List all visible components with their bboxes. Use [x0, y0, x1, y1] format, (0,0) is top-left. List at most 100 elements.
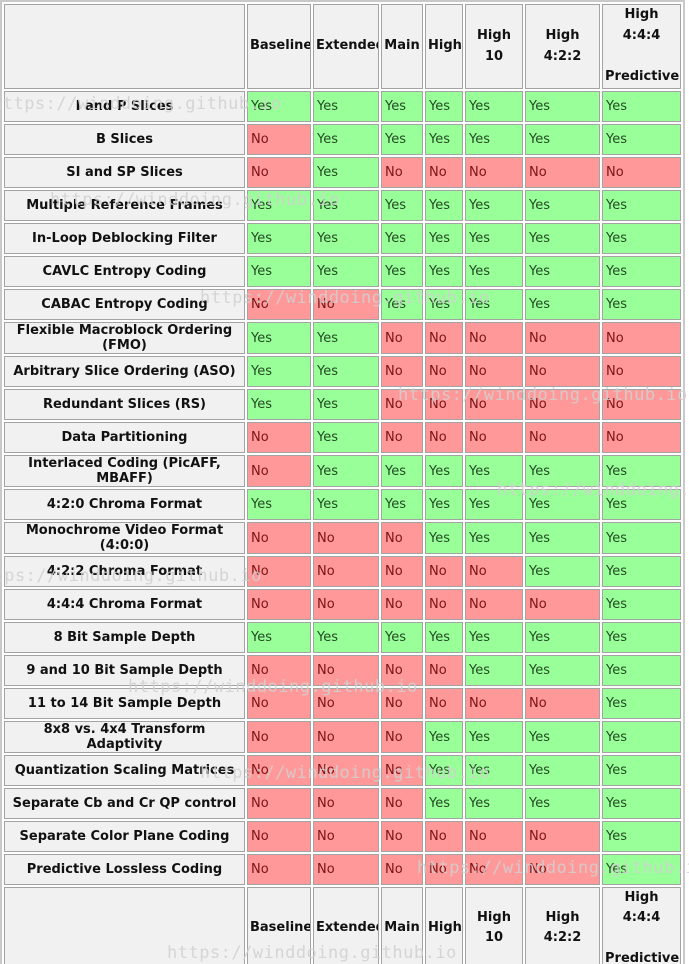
value-cell: No	[425, 589, 463, 621]
value-cell: No	[465, 322, 523, 355]
value-cell: No	[247, 589, 311, 621]
table-row: Interlaced Coding (PicAFF, MBAFF) No Yes Ye…	[4, 455, 681, 488]
value-cell: No	[602, 322, 681, 355]
feature-label-4-2-0-chroma-format: 4:2:0 Chroma Format	[4, 489, 245, 521]
value-cell: Yes	[247, 223, 311, 255]
value-cell: No	[602, 157, 681, 189]
value-cell: Yes	[525, 755, 600, 787]
value-cell: Yes	[425, 788, 463, 820]
value-cell: No	[313, 688, 379, 720]
table-row: Data Partitioning No Yes No No No No No	[4, 422, 681, 454]
footer-row: Baseline Extended Main High High 10 High 4:2:…	[4, 887, 681, 964]
value-cell: No	[465, 589, 523, 621]
value-cell: No	[381, 322, 423, 355]
value-cell: No	[313, 854, 379, 886]
value-cell: No	[465, 688, 523, 720]
value-cell: Yes	[602, 489, 681, 521]
value-cell: Yes	[525, 522, 600, 555]
table-row: Monochrome Video Format (4:0:0) No No No Yes…	[4, 522, 681, 555]
column-footer-extended: Extended	[313, 887, 379, 964]
column-header-baseline: Baseline	[247, 4, 311, 90]
value-cell: Yes	[525, 622, 600, 654]
value-cell: Yes	[425, 489, 463, 521]
value-cell: Yes	[313, 389, 379, 421]
value-cell: Yes	[602, 688, 681, 720]
value-cell: No	[247, 556, 311, 588]
value-cell: No	[313, 788, 379, 820]
table-row: 8 Bit Sample Depth Yes Yes Yes Yes Yes Yes Yes	[4, 622, 681, 654]
value-cell: Yes	[313, 422, 379, 454]
table-row: 9 and 10 Bit Sample Depth No No No No Yes Yes Y…	[4, 655, 681, 687]
value-cell: No	[247, 157, 311, 189]
value-cell: No	[381, 854, 423, 886]
corner-cell	[4, 4, 245, 90]
feature-label-si-and-sp-slices: SI and SP Slices	[4, 157, 245, 189]
value-cell: No	[381, 589, 423, 621]
value-cell: No	[525, 157, 600, 189]
table-row: I and P Slices Yes Yes Yes Yes Yes Yes Yes	[4, 91, 681, 123]
value-cell: No	[525, 422, 600, 454]
table-row: Predictive Lossless Coding No No No No No No Ye…	[4, 854, 681, 886]
value-cell: Yes	[465, 289, 523, 321]
value-cell: No	[381, 755, 423, 787]
value-cell: No	[465, 821, 523, 853]
value-cell: Yes	[465, 522, 523, 555]
feature-label-arbitrary-slice-ordering-aso: Arbitrary Slice Ordering (ASO)	[4, 356, 245, 388]
value-cell: No	[247, 655, 311, 687]
value-cell: No	[313, 289, 379, 321]
table-row: Separate Cb and Cr QP control No No No Yes Ye…	[4, 788, 681, 820]
value-cell: Yes	[425, 190, 463, 222]
column-footer-high-10: High 10	[465, 887, 523, 964]
table-row: CAVLC Entropy Coding Yes Yes Yes Yes Yes Yes Ye…	[4, 256, 681, 288]
value-cell: Yes	[247, 91, 311, 123]
value-cell: Yes	[465, 223, 523, 255]
table-row: In-Loop Deblocking Filter Yes Yes Yes Yes Yes…	[4, 223, 681, 255]
value-cell: No	[425, 556, 463, 588]
value-cell: No	[313, 556, 379, 588]
value-cell: No	[602, 389, 681, 421]
value-cell: No	[381, 788, 423, 820]
table-body: I and P Slices Yes Yes Yes Yes Yes Yes Yes B Sli…	[4, 91, 681, 886]
value-cell: Yes	[525, 556, 600, 588]
value-cell: Yes	[425, 622, 463, 654]
value-cell: No	[381, 422, 423, 454]
value-cell: Yes	[425, 91, 463, 123]
value-cell: Yes	[465, 788, 523, 820]
value-cell: No	[425, 157, 463, 189]
value-cell: No	[465, 157, 523, 189]
value-cell: Yes	[602, 556, 681, 588]
value-cell: Yes	[602, 854, 681, 886]
table-row: Arbitrary Slice Ordering (ASO) Yes Yes No No…	[4, 356, 681, 388]
value-cell: Yes	[247, 356, 311, 388]
value-cell: Yes	[602, 455, 681, 488]
value-cell: No	[381, 655, 423, 687]
value-cell: No	[381, 721, 423, 754]
value-cell: Yes	[602, 821, 681, 853]
feature-label-flexible-macroblock-ordering-fmo: Flexible Macroblock Ordering (FMO)	[4, 322, 245, 355]
feature-label-4-2-2-chroma-format: 4:2:2 Chroma Format	[4, 556, 245, 588]
value-cell: Yes	[425, 256, 463, 288]
value-cell: No	[425, 322, 463, 355]
table-row: SI and SP Slices No Yes No No No No No	[4, 157, 681, 189]
value-cell: Yes	[525, 91, 600, 123]
value-cell: No	[525, 821, 600, 853]
value-cell: No	[465, 556, 523, 588]
header-row: Baseline Extended Main High High 10 High 4:2:…	[4, 4, 681, 90]
value-cell: No	[425, 356, 463, 388]
value-cell: No	[381, 356, 423, 388]
value-cell: Yes	[313, 91, 379, 123]
value-cell: No	[465, 422, 523, 454]
value-cell: Yes	[602, 124, 681, 156]
table-row: CABAC Entropy Coding No No Yes Yes Yes Yes Yes	[4, 289, 681, 321]
value-cell: Yes	[602, 622, 681, 654]
value-cell: Yes	[602, 655, 681, 687]
table-row: Redundant Slices (RS) Yes Yes No No No No No	[4, 389, 681, 421]
table-footer: Baseline Extended Main High High 10 High 4:2:…	[4, 887, 681, 964]
table-row: Quantization Scaling Matrices No No No Yes Ye…	[4, 755, 681, 787]
value-cell: Yes	[602, 289, 681, 321]
value-cell: Yes	[247, 389, 311, 421]
value-cell: No	[247, 755, 311, 787]
value-cell: Yes	[465, 190, 523, 222]
value-cell: Yes	[525, 124, 600, 156]
value-cell: Yes	[313, 356, 379, 388]
